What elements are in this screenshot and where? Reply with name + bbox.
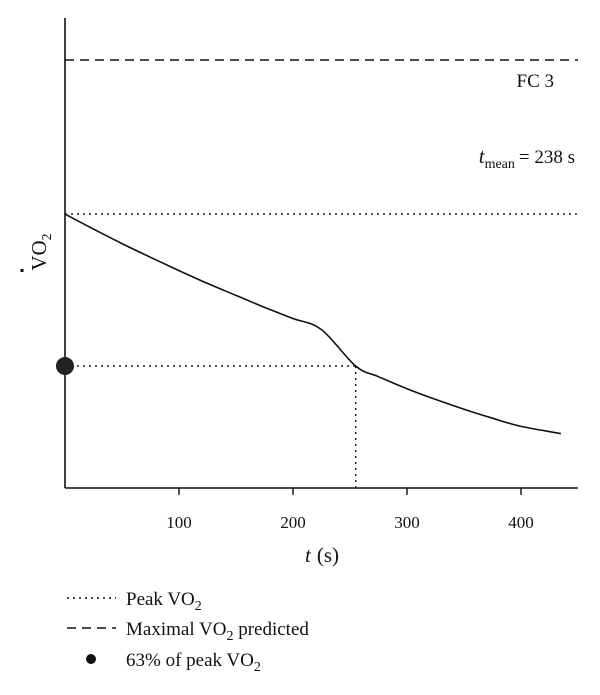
x-tick-label: 400 — [508, 513, 534, 532]
t-mean-var: t — [479, 144, 486, 168]
legend: Peak VO2 Maximal VO2 predicted 63% of pe… — [67, 589, 309, 675]
x-label-unit: (s) — [317, 543, 339, 567]
t-mean-annotation: tmean = 238 s — [479, 144, 575, 172]
x-axis-label: t (s) — [305, 543, 339, 567]
x-label-var: t — [305, 543, 312, 567]
legend-item-peak: Peak VO2 — [126, 589, 202, 614]
x-tick-label: 300 — [394, 513, 420, 532]
t-mean-sub: mean — [485, 157, 515, 172]
legend-item-63: 63% of peak VO2 — [126, 650, 261, 675]
legend-peak-sub: 2 — [195, 599, 202, 614]
legend-item-maximal: Maximal VO2 predicted — [126, 619, 309, 644]
legend-max-sub: 2 — [226, 629, 233, 644]
legend-max-pre: Maximal VO — [126, 619, 226, 640]
y-axis-label: VO2 — [20, 233, 55, 272]
y-label-sub: 2 — [40, 233, 55, 240]
legend-dot-sample — [86, 654, 96, 664]
legend-63-sub: 2 — [254, 660, 261, 675]
x-tick-label: 100 — [166, 513, 192, 532]
sixty-three-percent-marker — [56, 357, 74, 376]
x-ticks: 100 200 300 400 — [166, 488, 534, 532]
legend-63-pre: 63% of peak VO — [126, 650, 254, 671]
group-label: FC 3 — [517, 71, 555, 92]
y-label-main: VO — [27, 240, 51, 270]
x-tick-label: 200 — [280, 513, 306, 532]
legend-peak-pre: Peak VO — [126, 589, 195, 610]
legend-max-post: predicted — [233, 619, 309, 640]
vo2-decay-curve — [64, 213, 562, 435]
t-mean-value: = 238 s — [519, 147, 575, 168]
svg-text:VO2: VO2 — [27, 233, 55, 270]
